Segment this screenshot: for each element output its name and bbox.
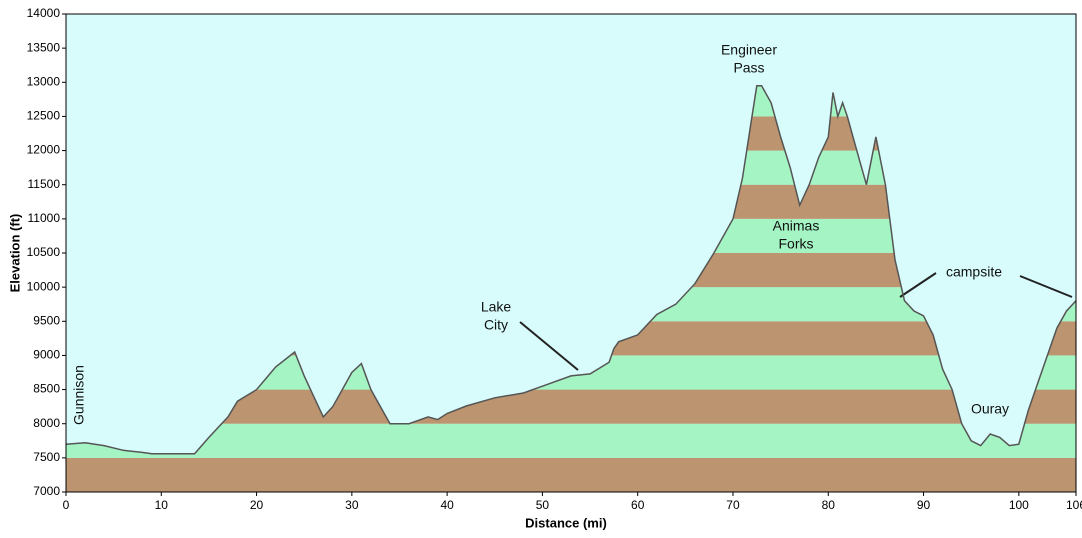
- annotation: Pass: [733, 60, 764, 76]
- annotation: Forks: [779, 236, 814, 252]
- y-tick-label: 7000: [33, 484, 60, 498]
- x-tick-label: 10: [155, 498, 169, 512]
- y-tick-label: 12500: [27, 109, 61, 123]
- y-tick-label: 11500: [28, 177, 61, 191]
- x-tick-label: 80: [822, 498, 836, 512]
- x-tick-label: 90: [917, 498, 931, 512]
- y-tick-label: 14000: [27, 6, 61, 20]
- y-tick-label: 11000: [28, 211, 61, 225]
- x-tick-label: 60: [631, 498, 645, 512]
- annotation: City: [484, 317, 508, 333]
- leader-line: [899, 272, 937, 298]
- y-tick-label: 12000: [27, 143, 61, 157]
- x-tick-label: 0: [63, 498, 70, 512]
- annotation: Animas: [773, 218, 820, 234]
- x-tick-label: 20: [250, 498, 264, 512]
- x-tick-label: 70: [726, 498, 740, 512]
- x-axis-label: Distance (mi): [525, 515, 607, 530]
- x-tick-label: 106: [1066, 498, 1082, 512]
- y-tick-label: 9500: [33, 313, 60, 327]
- y-tick-label: 10000: [27, 279, 61, 293]
- y-tick-label: 13000: [27, 74, 61, 88]
- leader-line: [1019, 275, 1073, 298]
- y-tick-label: 8500: [33, 382, 60, 396]
- elevation-band: [66, 457, 1076, 492]
- x-tick-label: 50: [536, 498, 550, 512]
- elevation-band: [66, 423, 1076, 458]
- annotation: Lake: [481, 299, 512, 315]
- y-tick-label: 9000: [33, 348, 60, 362]
- y-axis-label: Elevation (ft): [7, 214, 22, 293]
- x-tick-label: 30: [345, 498, 359, 512]
- y-tick-label: 13500: [27, 40, 61, 54]
- annotation: Engineer: [721, 42, 777, 58]
- y-tick-label: 7500: [33, 450, 60, 464]
- x-tick-label: 40: [440, 498, 454, 512]
- annotation: Gunnison: [71, 365, 87, 425]
- x-tick-label: 100: [1009, 498, 1029, 512]
- y-tick-label: 10500: [27, 245, 61, 259]
- annotation: Ouray: [971, 401, 1009, 417]
- annotation: campsite: [946, 264, 1002, 280]
- elevation-line: [65, 84, 1077, 455]
- y-tick-label: 8000: [33, 416, 60, 430]
- leader-line: [519, 321, 579, 371]
